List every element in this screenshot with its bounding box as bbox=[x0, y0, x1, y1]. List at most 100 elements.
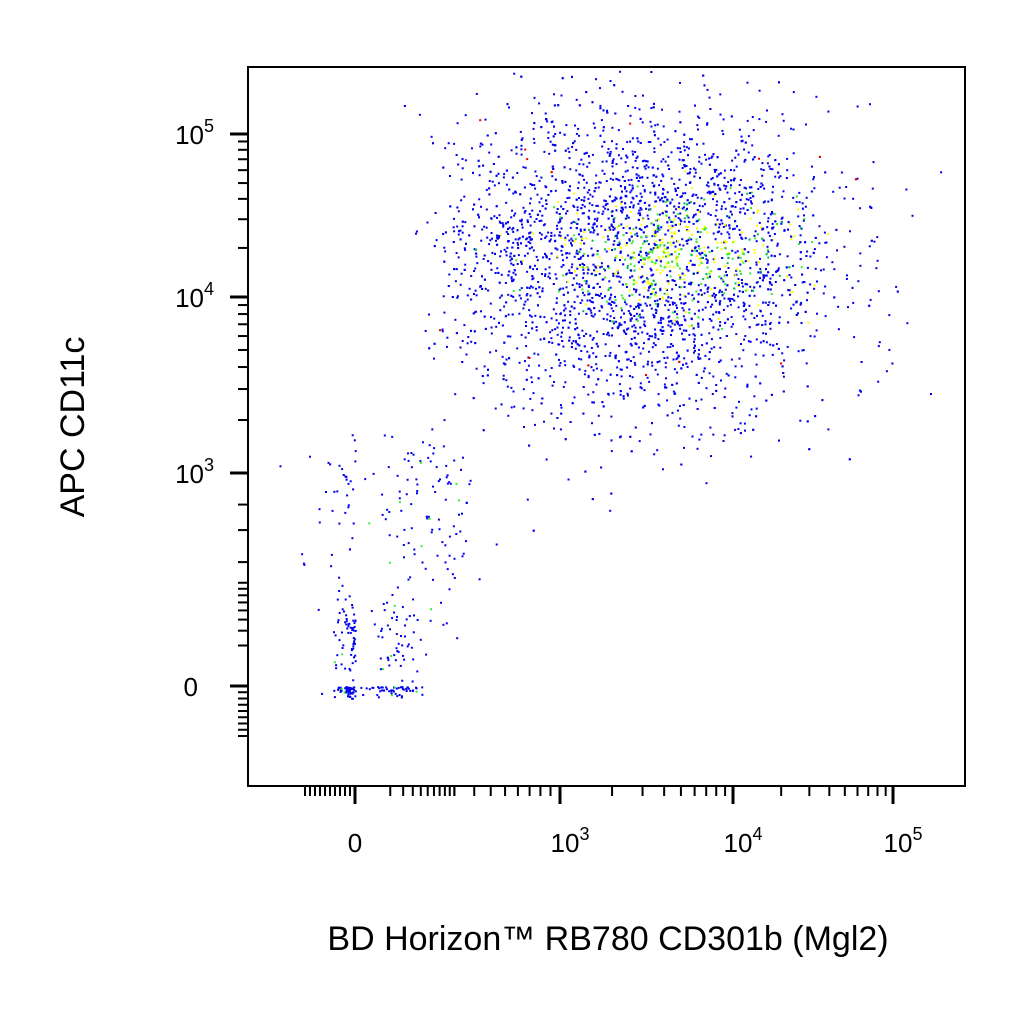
data-point bbox=[673, 183, 676, 185]
data-point bbox=[755, 240, 758, 243]
data-point bbox=[555, 353, 558, 356]
data-point bbox=[652, 247, 655, 250]
data-point bbox=[738, 290, 741, 293]
data-point bbox=[691, 249, 694, 252]
data-point bbox=[896, 290, 899, 293]
data-point bbox=[678, 202, 681, 205]
data-point bbox=[618, 179, 621, 182]
data-point bbox=[455, 252, 458, 254]
data-point bbox=[560, 265, 563, 268]
data-point bbox=[587, 375, 590, 378]
data-point bbox=[338, 464, 341, 467]
data-point bbox=[611, 140, 613, 143]
data-point bbox=[567, 147, 570, 150]
data-point bbox=[474, 267, 477, 270]
data-point bbox=[573, 140, 576, 143]
data-point bbox=[542, 256, 545, 259]
data-point bbox=[679, 147, 682, 150]
data-point bbox=[351, 537, 354, 540]
data-point bbox=[610, 450, 613, 453]
data-point bbox=[563, 309, 566, 312]
data-point bbox=[612, 272, 615, 275]
data-point bbox=[569, 168, 572, 171]
data-point bbox=[696, 230, 699, 233]
data-point bbox=[442, 623, 445, 626]
data-point bbox=[461, 220, 464, 223]
data-point bbox=[538, 286, 541, 289]
data-point bbox=[447, 142, 450, 145]
data-point bbox=[529, 231, 532, 234]
data-point bbox=[724, 223, 726, 226]
data-point bbox=[583, 264, 586, 266]
data-point bbox=[769, 282, 772, 285]
data-point bbox=[578, 104, 581, 107]
data-point bbox=[723, 396, 726, 399]
data-point bbox=[646, 258, 649, 261]
data-point bbox=[477, 159, 480, 162]
data-point bbox=[825, 256, 828, 259]
data-point bbox=[613, 248, 616, 251]
data-point bbox=[582, 266, 584, 269]
data-point bbox=[386, 656, 389, 659]
data-point bbox=[552, 283, 555, 285]
data-point bbox=[503, 341, 506, 344]
data-point bbox=[598, 181, 601, 184]
data-point bbox=[458, 513, 460, 516]
data-point bbox=[730, 184, 732, 187]
data-point bbox=[631, 275, 634, 278]
data-point bbox=[477, 213, 480, 216]
data-point bbox=[788, 274, 791, 277]
data-point bbox=[633, 288, 635, 291]
data-point bbox=[631, 150, 634, 153]
data-point bbox=[713, 407, 716, 409]
data-point bbox=[470, 275, 473, 277]
data-point bbox=[627, 254, 630, 257]
data-point bbox=[485, 208, 488, 211]
data-point bbox=[611, 200, 614, 203]
data-point bbox=[636, 167, 639, 170]
data-point bbox=[906, 322, 909, 325]
data-point bbox=[401, 687, 404, 690]
data-point bbox=[485, 226, 488, 229]
data-point bbox=[608, 298, 611, 301]
data-point bbox=[651, 364, 654, 367]
data-point bbox=[432, 142, 434, 145]
data-point bbox=[717, 328, 720, 331]
data-point bbox=[511, 280, 514, 283]
data-point bbox=[590, 311, 593, 314]
data-point bbox=[686, 226, 689, 229]
x-tick-label: 104 bbox=[724, 824, 763, 858]
data-point bbox=[616, 178, 619, 181]
data-point bbox=[464, 248, 467, 251]
data-point bbox=[676, 147, 679, 150]
data-point bbox=[528, 357, 531, 359]
data-point bbox=[506, 246, 509, 249]
data-point bbox=[583, 335, 585, 337]
data-point bbox=[682, 302, 685, 305]
data-point bbox=[753, 249, 756, 251]
data-point bbox=[711, 155, 714, 158]
data-point bbox=[859, 264, 862, 267]
data-point bbox=[339, 686, 342, 689]
data-point bbox=[543, 316, 546, 319]
data-point bbox=[806, 420, 809, 423]
data-point bbox=[659, 287, 662, 290]
data-point bbox=[639, 142, 642, 144]
data-point bbox=[684, 209, 687, 212]
data-point bbox=[549, 375, 552, 378]
data-point bbox=[691, 294, 694, 297]
data-point bbox=[581, 238, 584, 240]
data-point bbox=[510, 294, 513, 297]
data-point bbox=[656, 213, 659, 216]
data-point bbox=[813, 176, 815, 179]
data-point bbox=[435, 466, 438, 469]
data-point bbox=[541, 397, 544, 400]
data-point bbox=[522, 407, 525, 410]
data-point bbox=[711, 294, 714, 297]
data-point bbox=[594, 265, 597, 268]
data-point bbox=[524, 148, 527, 151]
data-point bbox=[659, 289, 662, 292]
data-point bbox=[747, 340, 750, 343]
data-point bbox=[344, 621, 347, 624]
data-point bbox=[655, 309, 658, 312]
